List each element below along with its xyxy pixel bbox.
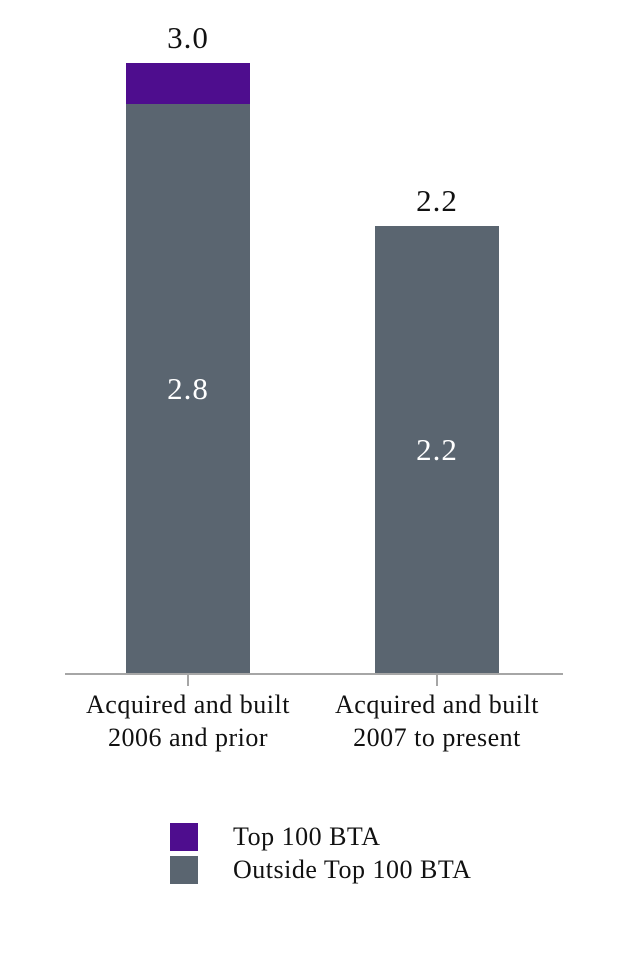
bar-total-label: 2.2: [416, 183, 458, 218]
bar-segment: 2.8: [126, 104, 250, 674]
legend-label: Top 100 BTA: [233, 822, 381, 851]
legend-label: Outside Top 100 BTA: [233, 855, 472, 884]
x-axis-line: [65, 673, 563, 675]
category-label: Acquired and built 2007 to present: [335, 690, 539, 752]
legend-item-top-100-bta: Top 100 BTA: [170, 822, 471, 851]
axis-tick: [436, 675, 438, 686]
bar-value-label: 2.8: [167, 371, 209, 406]
bar-total-label: 3.0: [167, 20, 209, 55]
bar-segment: 2.2: [375, 226, 499, 674]
legend-swatch-outside-top-100-bta: [170, 856, 198, 884]
legend: Top 100 BTA Outside Top 100 BTA: [170, 822, 472, 884]
legend-item-outside-top-100-bta: Outside Top 100 BTA: [170, 855, 472, 884]
bar-segment: [126, 63, 250, 104]
bar-value-label: 2.2: [416, 432, 458, 467]
axis-tick: [187, 675, 189, 686]
category-label: Acquired and built 2006 and prior: [86, 690, 290, 752]
legend-swatch-top-100-bta: [170, 823, 198, 851]
